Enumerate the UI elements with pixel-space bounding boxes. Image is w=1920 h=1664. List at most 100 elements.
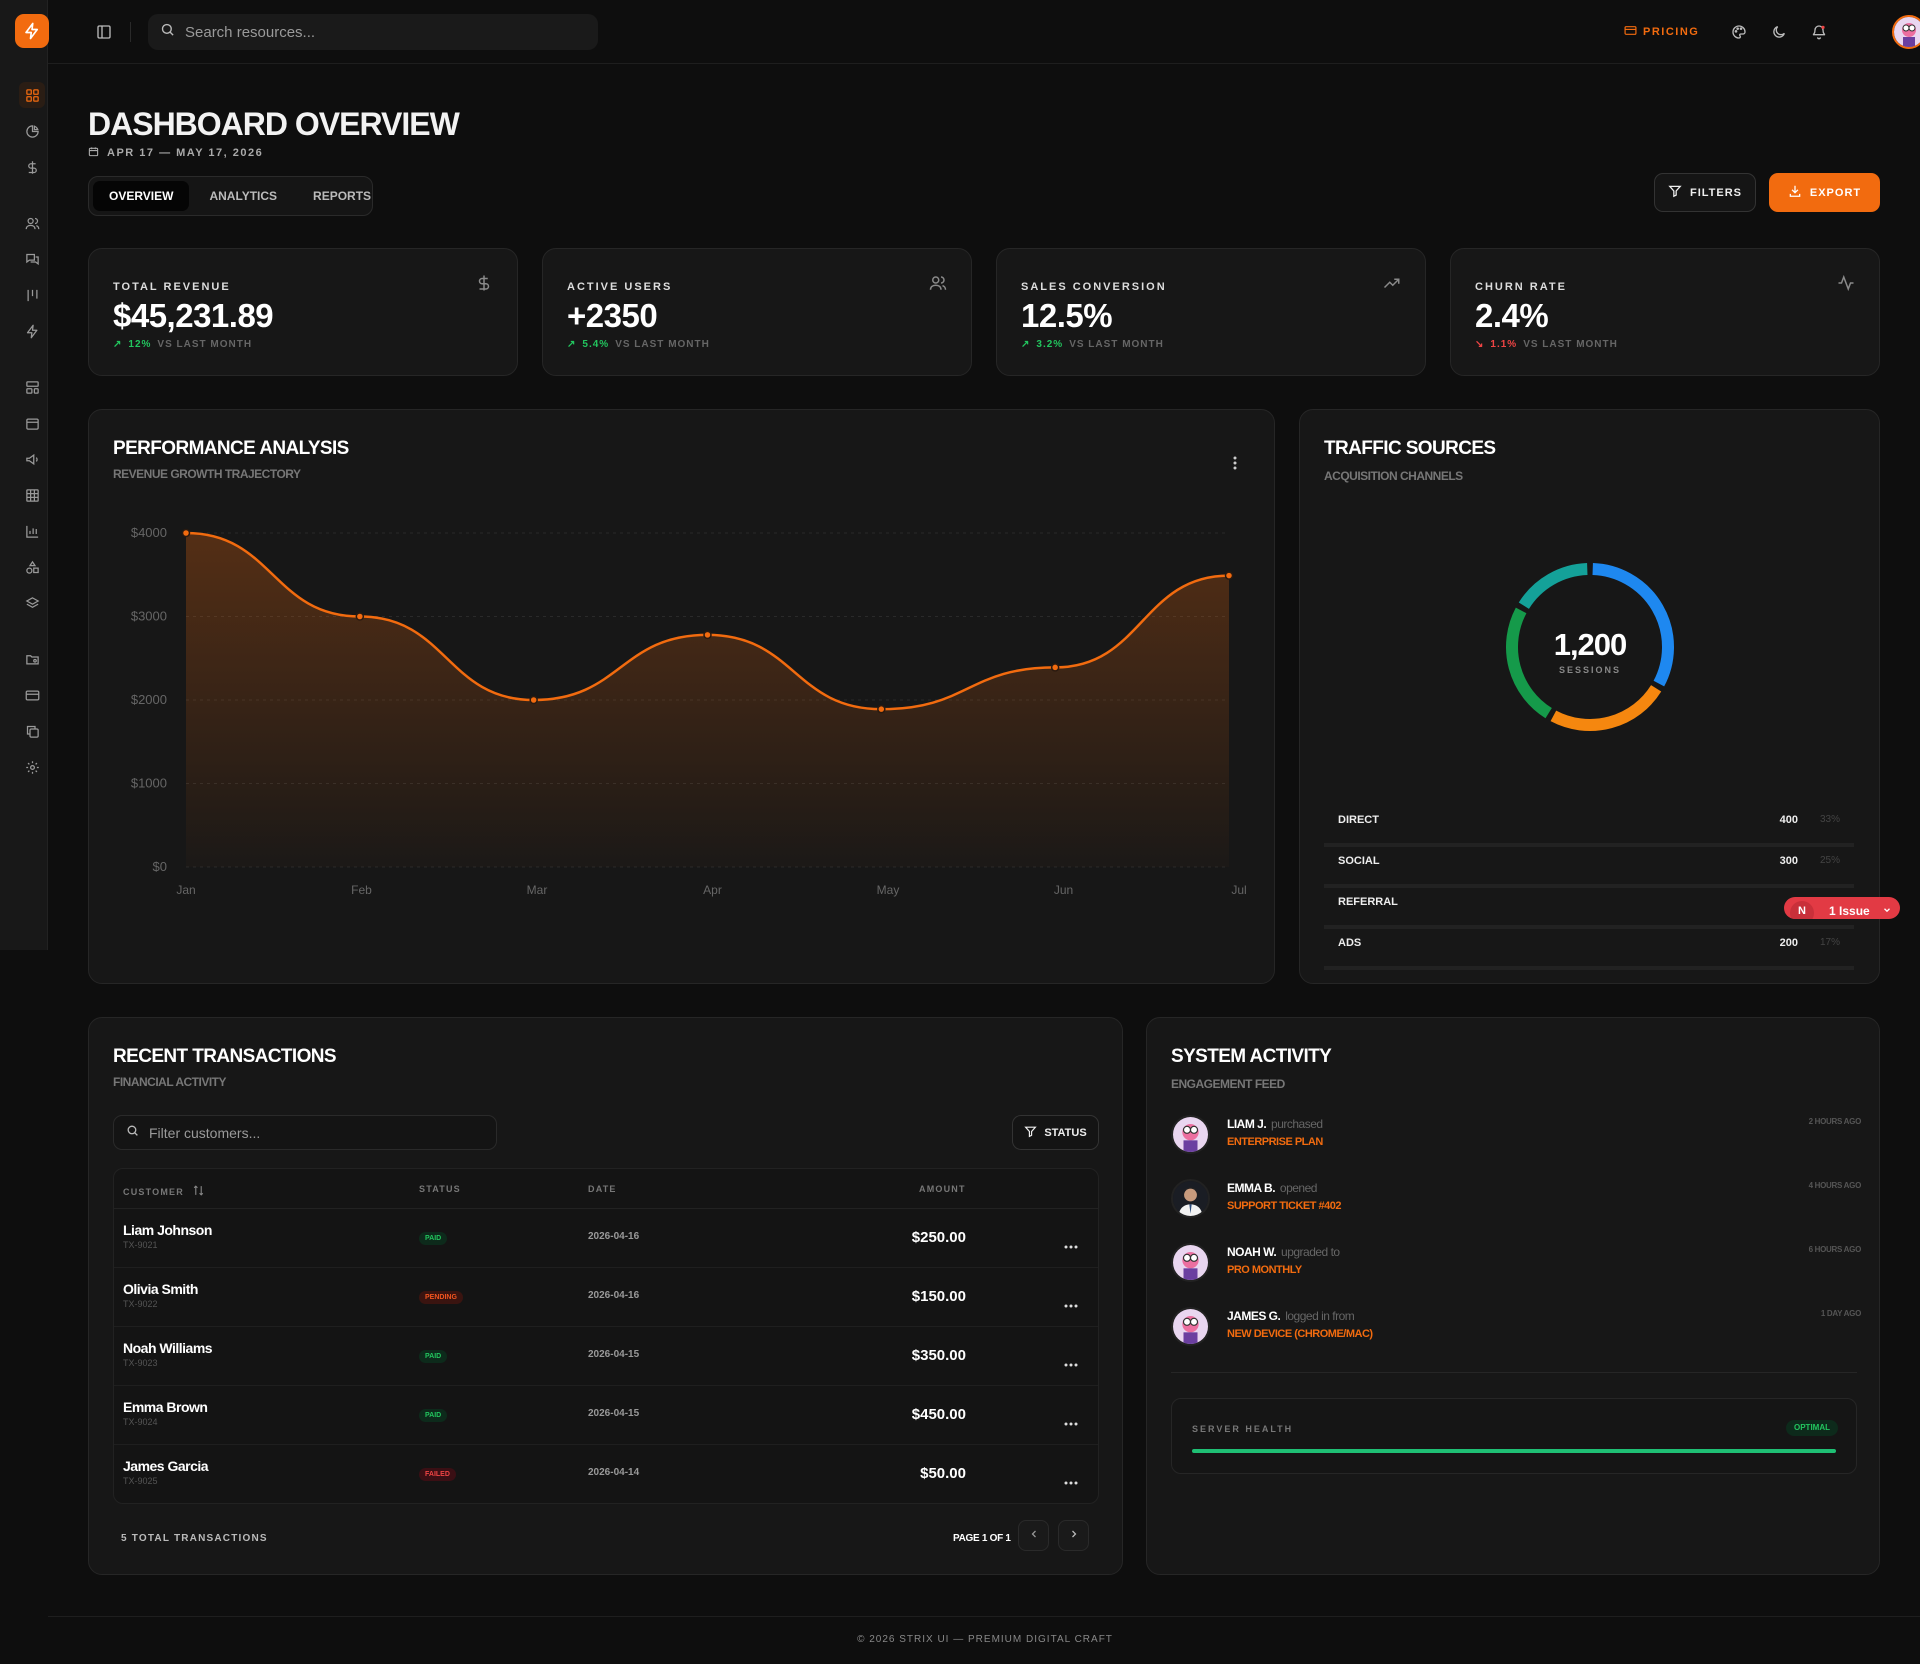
- more-horizontal-icon[interactable]: [1064, 1413, 1078, 1426]
- arrow-up-right-icon: ↗: [567, 339, 577, 350]
- x-tick-label: Apr: [703, 883, 722, 897]
- moon-icon[interactable]: [1769, 22, 1789, 42]
- dollar-icon[interactable]: [19, 154, 45, 180]
- trending-up-icon: [1383, 274, 1401, 292]
- table-row[interactable]: Liam Johnson TX-9021 PAID 2026-04-16 $25…: [114, 1209, 1098, 1268]
- tab-analytics[interactable]: ANALYTICS: [209, 189, 278, 203]
- activity-target[interactable]: PRO MONTHLY: [1227, 1264, 1302, 1276]
- transaction-date: 2026-04-16: [588, 1231, 640, 1242]
- more-horizontal-icon[interactable]: [1064, 1354, 1078, 1367]
- avatar: [1171, 1179, 1210, 1218]
- shapes-icon[interactable]: [19, 554, 45, 580]
- stat-label: CHURN RATE: [1475, 281, 1567, 293]
- tab-reports[interactable]: REPORTS: [313, 189, 372, 203]
- kanban-icon[interactable]: [19, 282, 45, 308]
- messages-icon[interactable]: [19, 246, 45, 272]
- dashboard-icon[interactable]: [19, 82, 45, 108]
- credit-card-icon[interactable]: [19, 682, 45, 708]
- activity-target[interactable]: SUPPORT TICKET #402: [1227, 1200, 1341, 1212]
- sort-icon[interactable]: [192, 1184, 205, 1199]
- activity-verb: logged in from: [1285, 1309, 1355, 1323]
- activity-verb: purchased: [1271, 1117, 1323, 1131]
- stat-value: +2350: [567, 297, 658, 334]
- pricing-link[interactable]: PRICING: [1624, 24, 1699, 40]
- data-point[interactable]: [877, 704, 886, 714]
- delta-value: 12%: [128, 339, 152, 350]
- zap-icon[interactable]: [19, 318, 45, 344]
- sidebar-toggle-icon[interactable]: [93, 21, 115, 43]
- date-range[interactable]: APR 17 — MAY 17, 2026: [88, 146, 263, 160]
- activity-item[interactable]: JAMES G. logged in from NEW DEVICE (CHRO…: [1171, 1307, 1861, 1362]
- megaphone-icon[interactable]: [19, 446, 45, 472]
- table-row[interactable]: Olivia Smith TX-9022 PENDING 2026-04-16 …: [114, 1268, 1098, 1327]
- data-point[interactable]: [181, 528, 191, 538]
- table-header: CUSTOMER STATUS DATE AMOUNT: [114, 1169, 1098, 1209]
- traffic-row-direct: DIRECT 400 33%: [1324, 806, 1854, 847]
- activity-item[interactable]: NOAH W. upgraded to PRO MONTHLY 6 HOURS …: [1171, 1243, 1861, 1298]
- user-avatar[interactable]: [1892, 15, 1920, 49]
- folder-search-icon[interactable]: [19, 646, 45, 672]
- activity-item[interactable]: LIAM J. purchased ENTERPRISE PLAN 2 HOUR…: [1171, 1115, 1861, 1170]
- transaction-amount: $450.00: [911, 1406, 966, 1423]
- table-icon[interactable]: [19, 482, 45, 508]
- tab-overview[interactable]: OVERVIEW: [93, 181, 190, 211]
- more-horizontal-icon[interactable]: [1064, 1472, 1078, 1485]
- palette-icon[interactable]: [1729, 22, 1749, 42]
- card-subtitle: ACQUISITION CHANNELS: [1324, 469, 1463, 483]
- data-point[interactable]: [355, 612, 365, 621]
- bell-icon[interactable]: [1809, 22, 1829, 42]
- activity-item[interactable]: EMMA B. opened SUPPORT TICKET #402 4 HOU…: [1171, 1179, 1861, 1234]
- traffic-row-social: SOCIAL 300 25%: [1324, 847, 1854, 888]
- calendar-icon[interactable]: [19, 410, 45, 436]
- donut-slice-ads[interactable]: [1518, 563, 1588, 610]
- status-badge: PAID: [419, 1409, 448, 1422]
- donut-slice-referral[interactable]: [1506, 607, 1552, 719]
- traffic-card: TRAFFIC SOURCES ACQUISITION CHANNELS 1,2…: [1299, 409, 1880, 984]
- export-button[interactable]: EXPORT: [1769, 173, 1880, 212]
- data-point[interactable]: [1224, 571, 1234, 580]
- traffic-row-referral: REFERRAL: [1324, 888, 1854, 929]
- traffic-value: 200: [1779, 937, 1798, 949]
- layout-icon[interactable]: [19, 374, 45, 400]
- data-point[interactable]: [1050, 663, 1060, 672]
- issue-initial: N: [1790, 901, 1814, 919]
- search-box[interactable]: [148, 14, 598, 50]
- prev-page-button[interactable]: [1018, 1520, 1049, 1551]
- customer-filter-input[interactable]: [149, 1124, 479, 1141]
- topbar: PRICING: [48, 0, 1920, 64]
- table-row[interactable]: Noah Williams TX-9023 PAID 2026-04-15 $3…: [114, 1327, 1098, 1386]
- activity-target[interactable]: NEW DEVICE (CHROME/MAC): [1227, 1328, 1373, 1340]
- activity-target[interactable]: ENTERPRISE PLAN: [1227, 1136, 1323, 1148]
- activity-time: 6 HOURS AGO: [1808, 1245, 1862, 1254]
- activity-user: LIAM J.: [1227, 1117, 1267, 1131]
- next-page-button[interactable]: [1058, 1520, 1089, 1551]
- column-customer[interactable]: CUSTOMER: [123, 1184, 205, 1199]
- filters-button[interactable]: FILTERS: [1654, 173, 1756, 212]
- more-horizontal-icon[interactable]: [1064, 1236, 1078, 1249]
- settings-icon[interactable]: [19, 754, 45, 780]
- transactions-card: RECENT TRANSACTIONS FINANCIAL ACTIVITY S…: [88, 1017, 1123, 1575]
- more-horizontal-icon[interactable]: [1064, 1295, 1078, 1308]
- data-point[interactable]: [529, 695, 538, 705]
- logo-bolt-icon[interactable]: [15, 14, 49, 48]
- layers-icon[interactable]: [19, 590, 45, 616]
- status-filter-button[interactable]: STATUS: [1012, 1115, 1099, 1150]
- customer-filter[interactable]: [113, 1115, 497, 1150]
- more-vertical-icon[interactable]: [1232, 454, 1238, 472]
- status-badge: PAID: [419, 1350, 448, 1363]
- donut-slice-social[interactable]: [1550, 685, 1662, 731]
- pie-chart-icon[interactable]: [19, 118, 45, 144]
- copy-icon[interactable]: [19, 718, 45, 744]
- avatar: [1171, 1115, 1210, 1154]
- bar-chart-icon[interactable]: [19, 518, 45, 544]
- data-point[interactable]: [703, 630, 712, 640]
- users-icon[interactable]: [19, 210, 45, 236]
- pricing-label: PRICING: [1643, 26, 1700, 38]
- table-row[interactable]: Emma Brown TX-9024 PAID 2026-04-15 $450.…: [114, 1386, 1098, 1445]
- donut-slice-direct[interactable]: [1592, 563, 1674, 687]
- chevron-left-icon: [1028, 1527, 1040, 1545]
- issue-badge[interactable]: N 1 Issue: [1784, 897, 1900, 919]
- delta-value: 3.2%: [1036, 339, 1064, 350]
- search-input[interactable]: [185, 23, 565, 41]
- table-row[interactable]: James Garcia TX-9025 FAILED 2026-04-14 $…: [114, 1445, 1098, 1503]
